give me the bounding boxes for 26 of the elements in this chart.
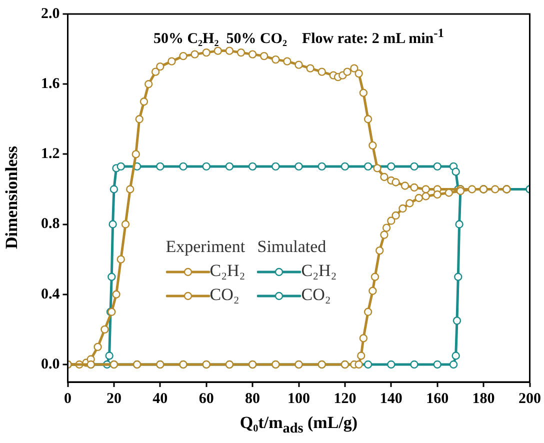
y-tick-label: 0.4 [41,286,60,302]
x-tick-label: 100 [288,390,310,407]
x-tick-label: 0 [64,390,72,407]
legend-label: CO₂ [210,284,240,304]
annotation: Experiment [166,236,246,258]
x-tick-label: 80 [245,390,260,407]
x-tick-label: 160 [426,390,449,407]
y-tick-label: 1.6 [41,76,60,92]
legend-label: CO₂ [301,284,331,304]
text: 50% C₂H₂ 50% CO₂ Flow rate: 2 mL min$^{-1}$ [152,26,446,48]
x-axis-title: Q₀t/m$_{ads}$ (mL/g) [238,413,359,438]
annotation: Simulated [257,236,328,258]
x-tick-label: 40 [152,390,168,407]
x-tick-label: 180 [472,390,495,407]
x-tick-label: 60 [198,390,214,407]
x-tick-label: 20 [106,390,122,407]
x-tick-label: 120 [334,390,356,407]
y-tick-label: 1.2 [41,146,60,162]
y-tick-label: 0.0 [41,356,60,372]
y-tick-label: 0.8 [41,216,60,232]
legend-label: C₂H₂ [301,260,337,280]
x-tick-label: 200 [518,390,541,407]
y-axis-title: Dimensionless [2,145,22,252]
x-tick-label: 140 [380,390,402,407]
y-tick-label: 2.0 [41,6,60,22]
legend-label: C₂H₂ [210,260,246,280]
